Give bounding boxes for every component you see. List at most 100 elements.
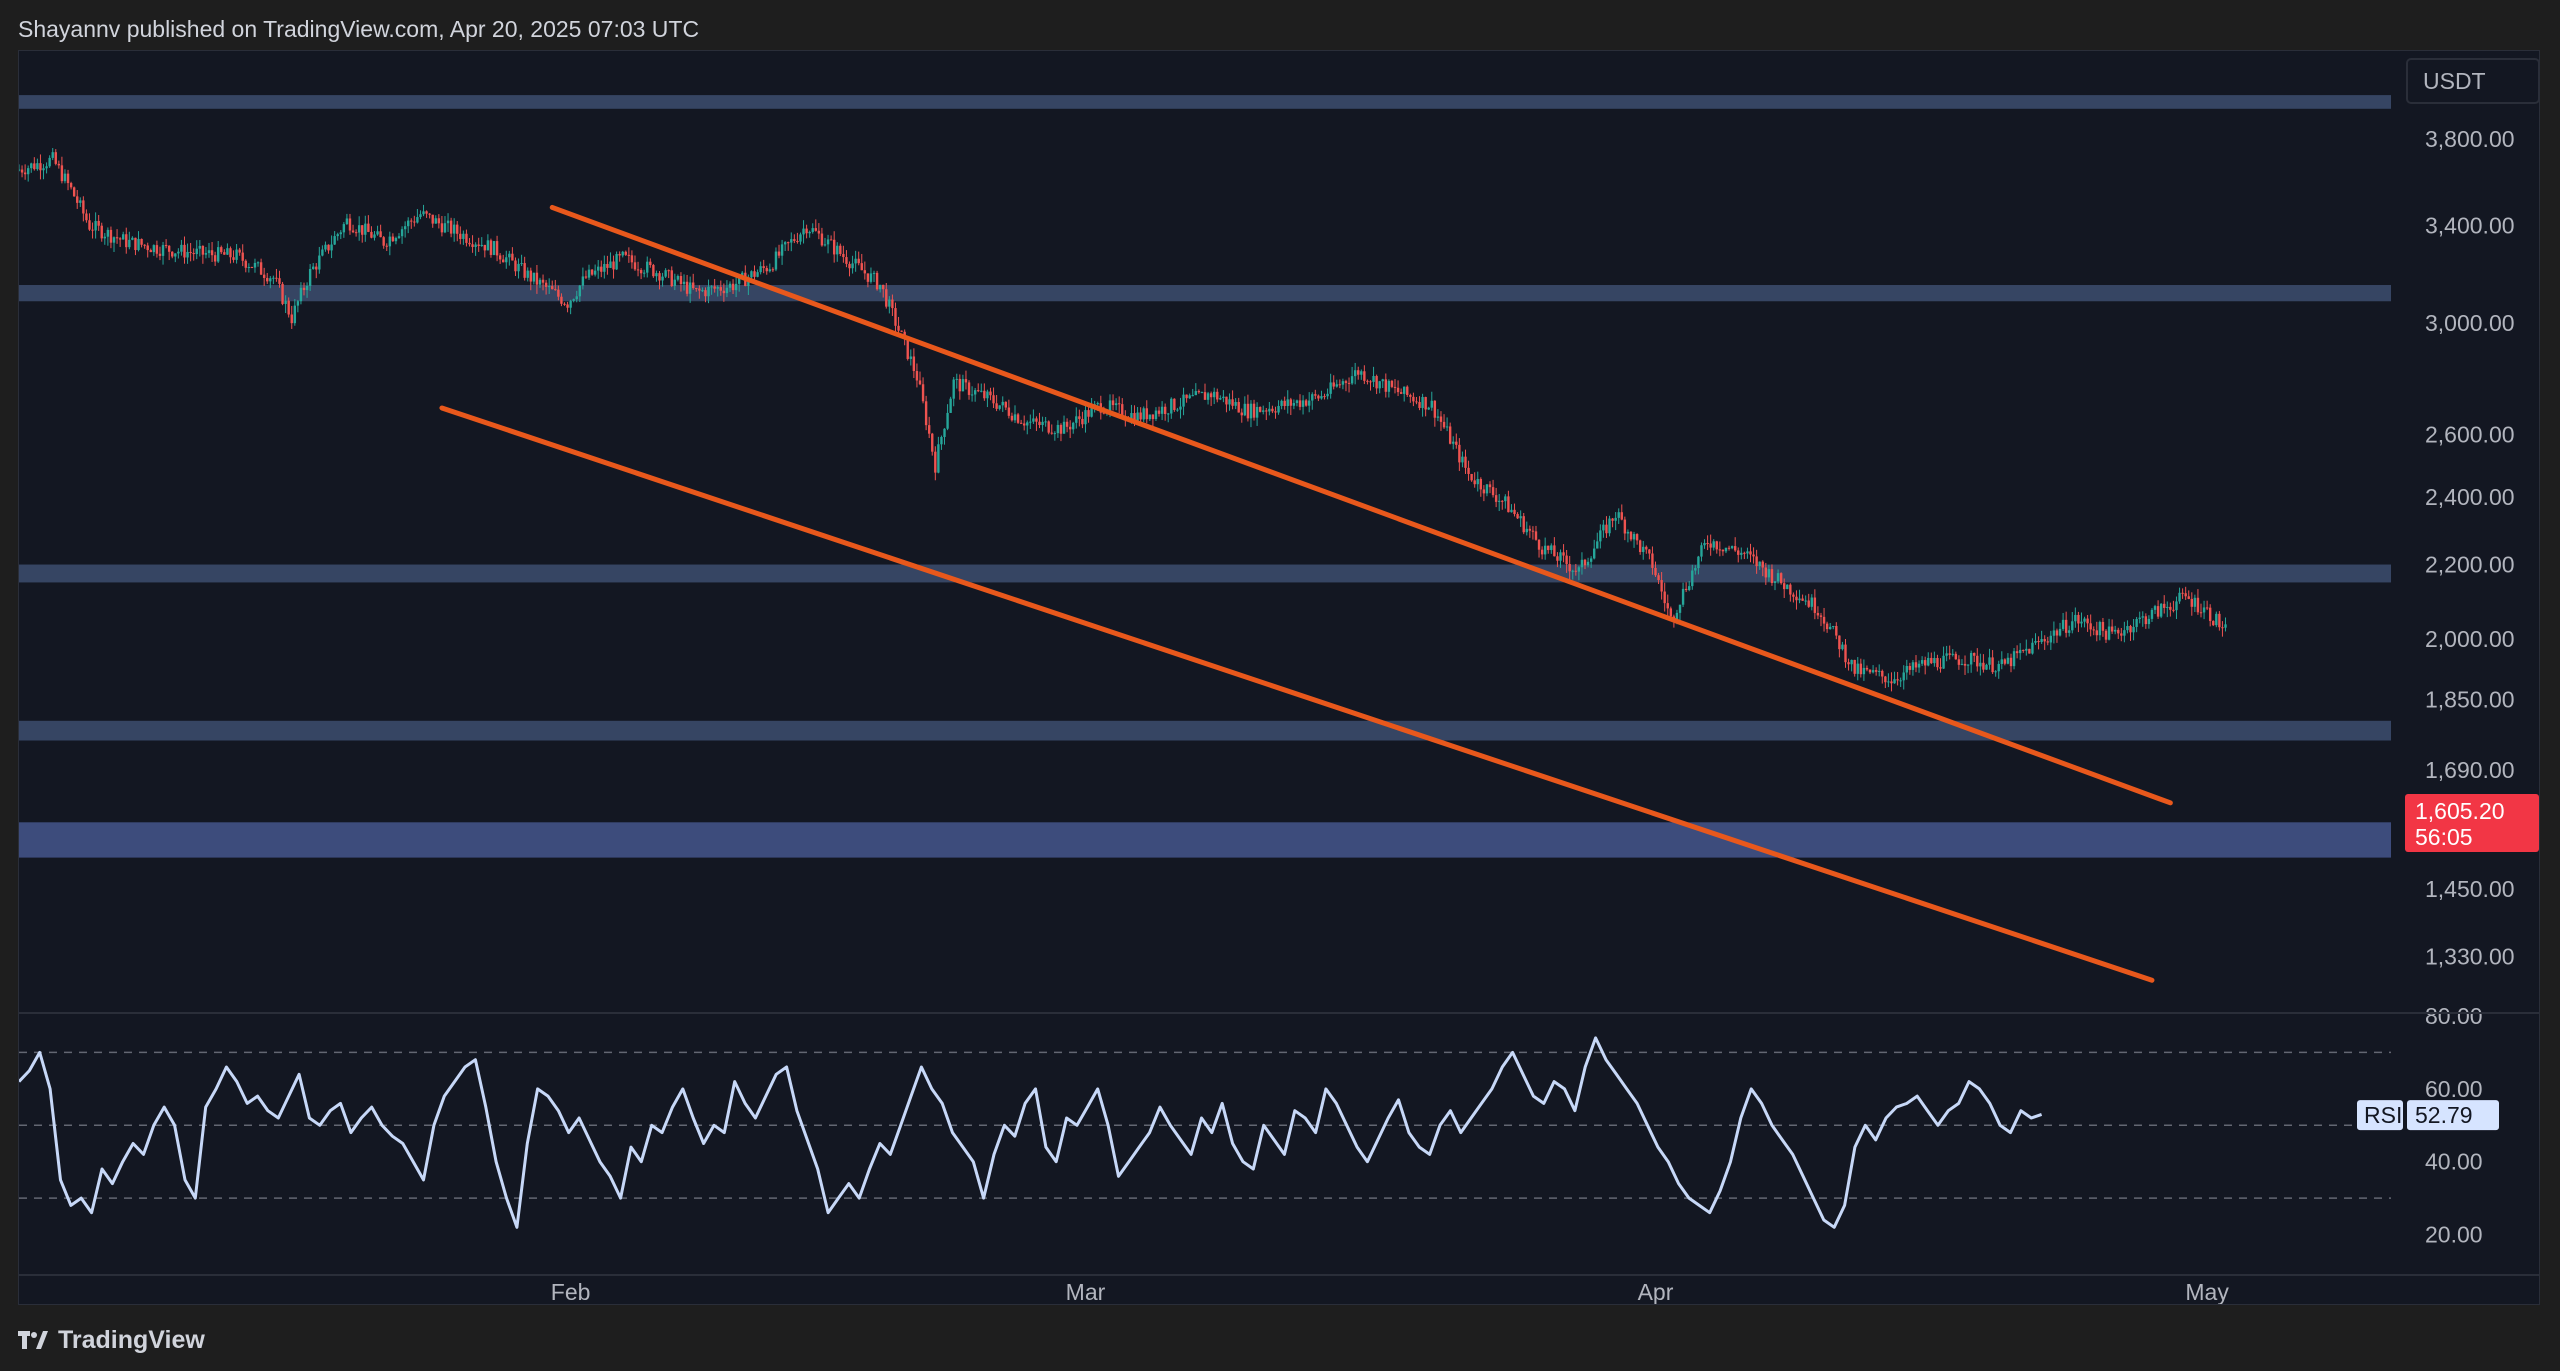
candle-body [921, 384, 925, 402]
candle-body [728, 283, 732, 288]
candle-body [1586, 561, 1590, 566]
candle-body [1681, 588, 1685, 605]
candle-body [1329, 382, 1332, 394]
candle-body [719, 287, 722, 291]
candle-body [1789, 584, 1792, 595]
candle-body [878, 284, 882, 290]
candle-body [253, 262, 257, 268]
candle-body [915, 371, 919, 381]
candle-body [290, 314, 293, 324]
candle-body [1914, 662, 1918, 668]
candle-body [146, 245, 149, 251]
price-axis[interactable]: USDT 3,800.00 3,400.00 3,000.00 2,600.00 2,40… [2405, 58, 2539, 969]
candle-body [1994, 671, 1997, 673]
candle-body [76, 196, 79, 203]
publish-attribution: Shayannv published on TradingView.com, A… [18, 16, 700, 42]
candle-body [1409, 394, 1412, 397]
candle-body [1556, 556, 1559, 561]
candle-body [1825, 623, 1829, 630]
time-axis[interactable]: Feb Mar Apr May [551, 1279, 2230, 1305]
candle-body [155, 245, 159, 254]
candle-body [1737, 550, 1740, 555]
candle-body [1651, 553, 1654, 568]
candle-body [560, 296, 563, 304]
chart-canvas[interactable]: USDT 3,800.00 3,400.00 3,000.00 2,600.00 2,40… [19, 51, 2540, 1305]
candle-body [1154, 410, 1158, 420]
candle-body [569, 300, 572, 308]
candle-body [1982, 662, 1985, 670]
chart-container[interactable]: USDT 3,800.00 3,400.00 3,000.00 2,600.00 2,40… [18, 50, 2540, 1305]
candle-body [1424, 397, 1427, 410]
candle-body [790, 239, 793, 243]
candle-body [1096, 403, 1099, 405]
candle-body [1029, 421, 1032, 423]
descending-channel[interactable] [439, 204, 2173, 983]
candle-body [2218, 613, 2221, 628]
candle-body [164, 245, 168, 247]
rsi-tick-label: 20.00 [2425, 1222, 2483, 1248]
candle-body [244, 260, 247, 268]
candle-body [1056, 424, 1060, 434]
candle-body [186, 251, 189, 258]
candle-body [1596, 541, 1599, 549]
candle-body [750, 271, 753, 278]
candle-body [955, 378, 958, 380]
candle-body [88, 220, 91, 230]
candle-body [832, 239, 836, 255]
candle-body [572, 299, 575, 301]
candle-body [793, 239, 796, 241]
candle-body [1464, 456, 1467, 468]
zone-5 [19, 822, 2391, 858]
candle-body [1108, 400, 1112, 412]
candle-body [2169, 606, 2172, 610]
candle-body [1001, 401, 1004, 406]
candle-body [1638, 540, 1642, 553]
candle-body [848, 263, 851, 269]
candle-body [970, 394, 974, 396]
candle-body [269, 278, 272, 282]
candle-body [1026, 422, 1029, 426]
candle-body [597, 266, 600, 271]
candle-body [1553, 545, 1556, 557]
candle-body [238, 249, 241, 253]
candle-body [1387, 380, 1391, 392]
candle-body [909, 356, 912, 359]
candle-body [606, 263, 609, 268]
candle-body [431, 214, 434, 224]
candle-body [1534, 531, 1538, 540]
candle-body [2190, 598, 2194, 607]
candle-body [940, 436, 943, 445]
candle-body [45, 166, 48, 169]
candle-body [1292, 403, 1296, 406]
candle-body [1976, 655, 1979, 667]
candle-body [1832, 626, 1835, 628]
candle-body [82, 200, 85, 214]
candle-body [100, 225, 103, 239]
candle-body [584, 276, 588, 278]
candle-body [1406, 386, 1409, 395]
candle-body [57, 163, 61, 166]
candle-body [593, 270, 597, 275]
candle-body [1878, 670, 1881, 672]
candle-body [2178, 592, 2181, 602]
candle-body [998, 405, 1001, 409]
candle-body [1237, 402, 1240, 413]
candle-body [1219, 398, 1222, 400]
candle-body [2098, 621, 2102, 636]
candle-body [437, 218, 441, 224]
candle-body [109, 229, 113, 243]
candle-body [474, 244, 477, 247]
candle-body [1568, 564, 1571, 572]
candle-body [1084, 410, 1087, 425]
candle-body [2018, 649, 2022, 654]
candle-body [69, 183, 73, 188]
footer-brand[interactable]: TradingView [18, 1320, 205, 1360]
candle-body [1752, 554, 1755, 557]
candle-body [1684, 588, 1688, 591]
candle-body [213, 255, 217, 262]
candle-body [1871, 670, 1875, 673]
candle-body [931, 433, 934, 452]
candle-body [934, 451, 937, 473]
candle-body [1917, 663, 1921, 668]
price-tick-label: 1,450.00 [2425, 876, 2515, 902]
